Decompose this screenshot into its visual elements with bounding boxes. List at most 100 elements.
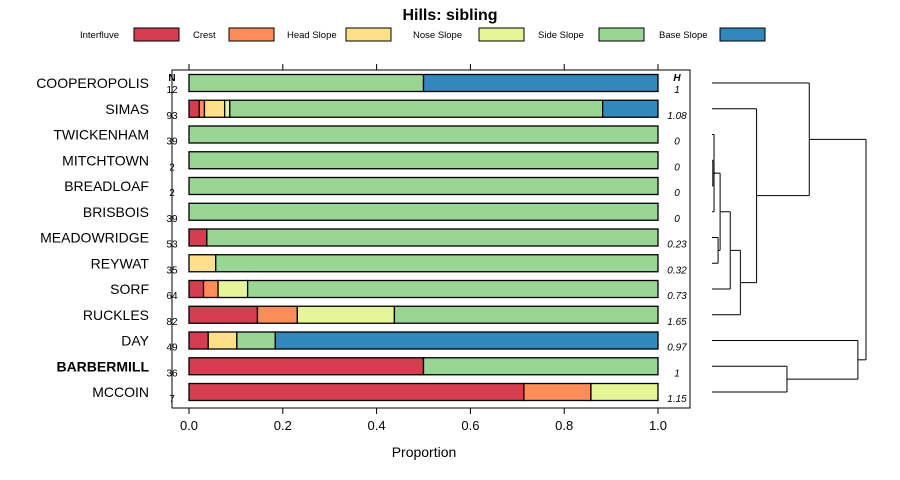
bar-segment xyxy=(188,125,659,144)
dendrogram xyxy=(712,82,867,393)
bar-row: BREADLOAF 2 0 xyxy=(64,176,680,199)
row-label: MITCHTOWN xyxy=(62,152,149,168)
row-h-value: 0 xyxy=(674,188,680,199)
row-label: BREADLOAF xyxy=(64,178,149,194)
bar-segment xyxy=(215,254,659,273)
row-h-value: 1.15 xyxy=(667,394,687,405)
bar-row: BRISBOIS 39 0 xyxy=(83,202,680,225)
bar-segment xyxy=(274,331,659,350)
bar-segment xyxy=(422,357,659,376)
row-h-value: 0.23 xyxy=(667,240,687,251)
row-label: MEADOWRIDGE xyxy=(40,230,149,246)
bar-segment xyxy=(236,331,276,350)
x-tick-label: 0.0 xyxy=(180,418,198,433)
x-tick-label: 0.6 xyxy=(461,418,479,433)
row-h-value: 1.08 xyxy=(667,111,687,122)
bar-segment xyxy=(188,73,425,93)
bar-row: SIMAS 93 1.08 xyxy=(105,99,687,122)
bar-segment xyxy=(188,176,659,196)
legend-swatch xyxy=(598,27,645,42)
bar-segment xyxy=(188,151,659,170)
bar-segment xyxy=(188,254,217,273)
legend-label: Nose Slope xyxy=(413,30,462,41)
bar-segment xyxy=(198,99,206,118)
bar-segment xyxy=(203,99,226,118)
bar-segment xyxy=(523,382,592,402)
bar-segment xyxy=(188,99,200,118)
bar-segment xyxy=(188,305,259,324)
bar-segment xyxy=(246,279,659,299)
x-axis-title: Proportion xyxy=(392,444,457,460)
bar-segment xyxy=(207,331,238,350)
bar-row: MEADOWRIDGE 53 0.23 xyxy=(40,228,687,251)
bar-row: BARBERMILL 36 1 xyxy=(56,357,680,379)
bar-segment xyxy=(217,279,249,299)
row-h-value: 1 xyxy=(674,85,680,96)
legend-swatch xyxy=(719,27,766,42)
bar-segment xyxy=(188,382,525,402)
legend: Interfluve Crest Head Slope Nose Slope Side … xyxy=(80,27,766,42)
legend-swatch xyxy=(133,27,180,42)
chart-title: Hills: sibling xyxy=(402,7,497,24)
bar-row: MCCOIN 7 1.15 xyxy=(92,382,687,405)
bar-segment xyxy=(590,382,659,402)
bar-segment xyxy=(256,305,298,324)
bar-segment xyxy=(296,305,396,324)
row-h-value: 0.73 xyxy=(667,291,687,302)
row-h-value: 0 xyxy=(674,214,680,225)
x-tick-label: 0.2 xyxy=(274,418,292,433)
x-tick-label: 0.4 xyxy=(368,418,386,433)
row-label: TWICKENHAM xyxy=(53,127,149,143)
bar-row: RUCKLES 82 1.65 xyxy=(83,305,687,328)
bar-row: COOPEROPOLIS 12 1 xyxy=(36,73,680,96)
row-h-value: 0.97 xyxy=(667,343,687,354)
legend-swatch xyxy=(478,27,525,42)
row-label: BARBERMILL xyxy=(56,358,149,374)
row-h-value: 0.32 xyxy=(667,265,687,276)
plot-frame xyxy=(171,69,691,409)
bar-row: DAY 49 0.97 xyxy=(121,331,687,354)
legend-label: Interfluve xyxy=(80,30,119,41)
legend-label: Base Slope xyxy=(659,30,708,41)
bar-segment xyxy=(223,99,231,118)
row-label: REYWAT xyxy=(91,255,150,271)
bar-segment xyxy=(188,279,205,299)
n-column-header: N xyxy=(168,73,175,84)
x-tick-label: 1.0 xyxy=(649,418,667,433)
bar-segment xyxy=(188,357,425,376)
legend-swatch xyxy=(228,27,275,42)
bar-segment xyxy=(229,99,604,118)
row-label: MCCOIN xyxy=(92,384,149,400)
row-h-value: 1.65 xyxy=(667,317,687,328)
bar-segment xyxy=(188,228,208,247)
row-h-value: 1 xyxy=(674,368,680,379)
h-column-header: H xyxy=(673,73,681,84)
row-label: SORF xyxy=(110,281,149,297)
bar-segment xyxy=(188,331,209,350)
row-label: DAY xyxy=(121,333,149,349)
bar-segment xyxy=(422,73,659,93)
legend-label: Side Slope xyxy=(538,30,584,41)
row-label: RUCKLES xyxy=(83,307,149,323)
row-h-value: 0 xyxy=(674,137,680,148)
bar-segment xyxy=(202,279,219,299)
row-label: COOPEROPOLIS xyxy=(36,75,149,91)
bar-segment xyxy=(188,202,659,221)
bar-segment xyxy=(393,305,659,324)
row-label: SIMAS xyxy=(105,101,149,117)
x-tick-label: 0.8 xyxy=(555,418,573,433)
bar-segment xyxy=(602,99,659,118)
bar-row: TWICKENHAM 39 0 xyxy=(53,125,680,148)
legend-label: Head Slope xyxy=(287,30,337,41)
bar-row: SORF 64 0.73 xyxy=(110,279,687,302)
row-h-value: 0 xyxy=(674,162,680,173)
x-axis: 0.0 0.2 0.4 0.6 0.8 1.0 xyxy=(180,64,667,433)
legend-label: Crest xyxy=(193,30,216,41)
legend-swatch xyxy=(345,27,392,42)
bar-row: REYWAT 35 0.32 xyxy=(91,254,687,276)
bar-row: MITCHTOWN 2 0 xyxy=(62,151,680,173)
bar-segment xyxy=(206,228,659,247)
row-label: BRISBOIS xyxy=(83,204,149,220)
